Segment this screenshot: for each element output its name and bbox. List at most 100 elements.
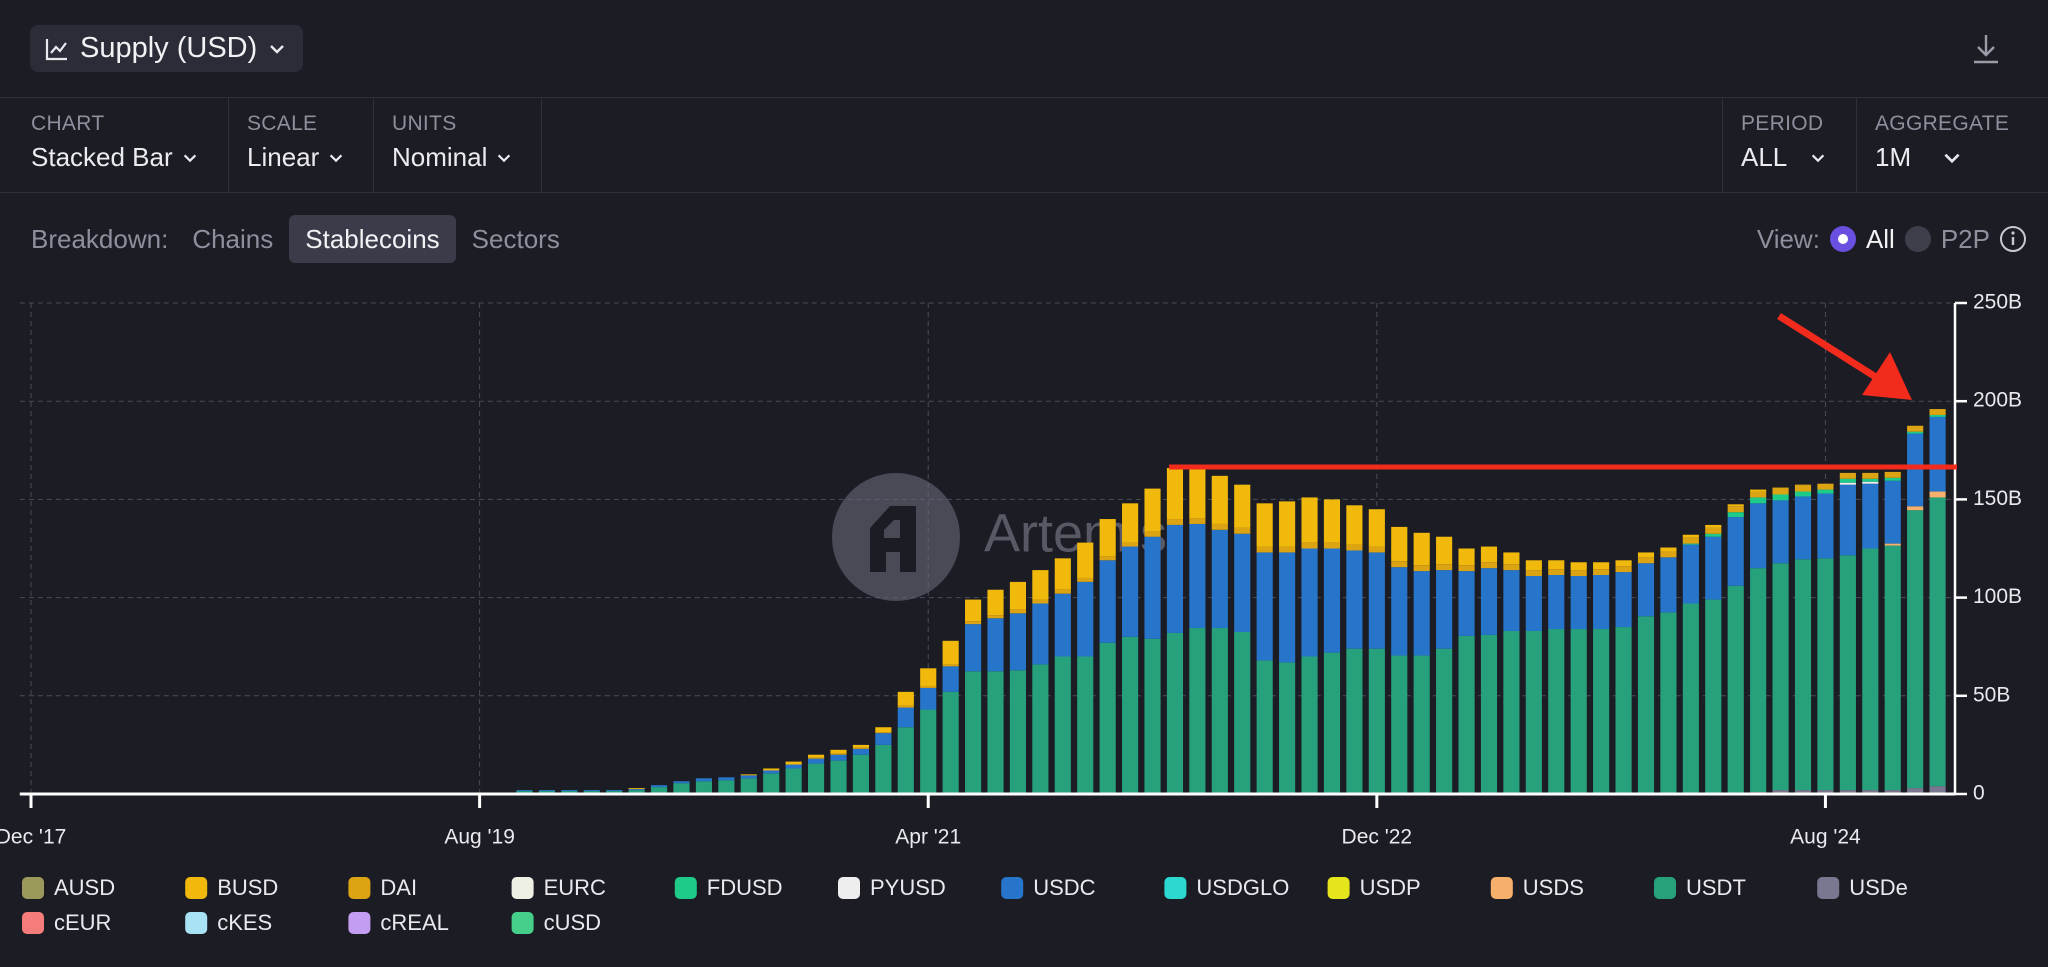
bar-segment — [1615, 627, 1632, 794]
legend-item[interactable]: cEUR — [22, 910, 111, 935]
bar-segment — [1907, 510, 1924, 789]
view-option[interactable]: All — [1828, 224, 1895, 255]
bar-segment — [920, 668, 937, 686]
control-label: SCALE — [247, 112, 318, 135]
bar-segment — [695, 781, 712, 794]
bar-segment — [1862, 481, 1879, 484]
legend-item[interactable]: cUSD — [511, 910, 601, 935]
control[interactable]: UNITS Nominal — [374, 98, 542, 192]
bar-segment — [1032, 599, 1049, 604]
bar-segment — [1907, 433, 1924, 507]
bar-segment — [1615, 572, 1632, 628]
bar-segment — [1929, 409, 1946, 415]
legend-item[interactable]: USDP — [1327, 875, 1421, 900]
legend-item[interactable]: USDGLO — [1164, 875, 1289, 900]
bar-segment — [1593, 569, 1610, 576]
radio — [1904, 226, 1931, 252]
bar-segment — [1503, 552, 1520, 565]
breakdown-option[interactable]: Sectors — [471, 224, 560, 254]
breakdown-option[interactable]: Chains — [192, 224, 274, 254]
bar-segment — [718, 777, 735, 781]
bar-segment — [1794, 790, 1812, 794]
bar-segment — [897, 727, 914, 794]
bar-segment — [1480, 568, 1498, 635]
chevron — [183, 154, 196, 162]
control[interactable]: PERIOD ALL — [1722, 98, 1857, 192]
bar-segment — [830, 760, 847, 794]
download-button[interactable] — [1970, 32, 2002, 66]
breakdown-option[interactable]: Stablecoins — [289, 215, 456, 263]
bar-segment — [1391, 561, 1408, 568]
bar-segment — [1189, 523, 1206, 629]
chevron — [1812, 154, 1825, 162]
legend-item[interactable]: USDe — [1817, 875, 1908, 900]
bar-segment — [852, 754, 870, 794]
bar-segment — [538, 790, 555, 792]
bar-segment — [1660, 557, 1677, 613]
metric-title: Supply (USD) — [80, 32, 258, 64]
bar-segment — [942, 640, 959, 665]
bar-segment — [1279, 546, 1296, 553]
bar-segment — [695, 778, 712, 782]
bar-segment — [965, 624, 982, 672]
bar-segment — [1009, 609, 1027, 614]
bar-segment — [965, 599, 982, 622]
bar-segment — [1682, 544, 1699, 604]
bar-segment — [852, 744, 870, 748]
legend-item[interactable]: USDT — [1654, 875, 1746, 900]
legend-item[interactable]: DAI — [348, 875, 417, 900]
bar-segment — [1705, 527, 1722, 534]
bar-segment — [1884, 543, 1901, 546]
legend-item[interactable]: USDC — [1001, 875, 1096, 900]
bar-segment — [1817, 489, 1834, 494]
legend-item[interactable]: EURC — [511, 875, 606, 900]
control[interactable]: SCALE Linear — [229, 98, 374, 192]
legend-item[interactable]: PYUSD — [838, 875, 946, 900]
bar-segment — [606, 790, 623, 792]
bar-segment — [1817, 493, 1834, 559]
bar-segment — [1256, 503, 1273, 547]
control[interactable]: AGGREGATE 1M — [1857, 98, 2048, 192]
bar-segment — [1570, 575, 1587, 630]
bar-segment — [920, 709, 937, 794]
bar-segment — [1099, 556, 1116, 561]
control[interactable]: CHART Stacked Bar — [13, 98, 229, 192]
legend-swatch — [1164, 877, 1187, 899]
bar-segment — [1346, 505, 1363, 545]
bar-segment — [1907, 431, 1924, 434]
bar-segment — [1907, 425, 1924, 432]
x-tick-label: Dec '17 — [0, 826, 66, 849]
bar-segment — [1458, 571, 1475, 636]
legend-label: USDP — [1360, 875, 1421, 900]
bar-segment — [852, 748, 870, 755]
bar-segment — [1234, 533, 1251, 632]
bar-segment — [1413, 565, 1430, 572]
bar-segment — [1458, 565, 1475, 572]
legend-label: USDT — [1686, 875, 1746, 900]
bar-segment — [740, 774, 757, 776]
legend-item[interactable]: USDS — [1490, 875, 1584, 900]
info-icon[interactable] — [1998, 224, 2028, 254]
bar-segment — [763, 773, 780, 794]
legend-item[interactable]: BUSD — [185, 875, 278, 900]
legend-swatch — [185, 912, 208, 934]
view-option[interactable]: P2P — [1903, 224, 1990, 255]
legend-item[interactable]: FDUSD — [674, 875, 783, 900]
breakdown-tabs: Breakdown: Chains Stablecoins Sectors — [31, 215, 576, 263]
bar-segment — [1615, 566, 1632, 573]
bar-segment — [1279, 552, 1296, 663]
legend-item[interactable]: cKES — [185, 910, 272, 935]
bar-segment — [1548, 629, 1565, 794]
legend-item[interactable]: cREAL — [348, 910, 449, 935]
legend-item[interactable]: AUSD — [22, 875, 115, 900]
metric-dropdown[interactable]: Supply (USD) — [30, 25, 304, 72]
bar-segment — [740, 775, 757, 779]
bar-segment — [1077, 656, 1094, 794]
bar-segment — [583, 790, 600, 792]
bar-segment — [1054, 558, 1071, 590]
control-label: CHART — [31, 112, 105, 135]
bar-segment — [1525, 560, 1542, 571]
chevron — [330, 154, 343, 162]
legend-swatch — [185, 877, 208, 899]
